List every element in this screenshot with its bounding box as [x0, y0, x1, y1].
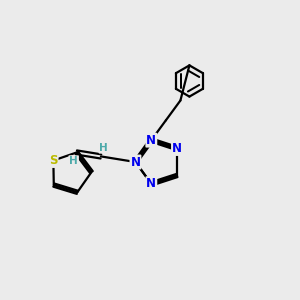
- Text: H: H: [69, 156, 78, 166]
- Text: N: N: [146, 177, 156, 190]
- Text: S: S: [49, 154, 58, 167]
- Text: H: H: [99, 143, 108, 153]
- Text: N: N: [146, 134, 156, 147]
- Text: S: S: [147, 177, 156, 190]
- Text: N: N: [172, 142, 182, 155]
- Text: N: N: [130, 155, 140, 169]
